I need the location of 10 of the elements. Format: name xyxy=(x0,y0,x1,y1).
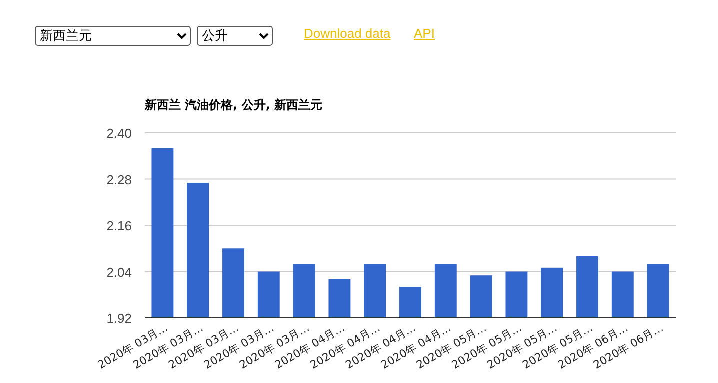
text: API xyxy=(414,26,435,41)
text: Download data xyxy=(304,26,391,41)
text: 公升 xyxy=(197,26,273,46)
y-tick-label: 2.04 xyxy=(106,264,132,280)
chart-title: 新西兰 汽油价格, 公升, 新西兰元 xyxy=(144,98,323,112)
y-tick-label: 2.16 xyxy=(106,218,132,234)
y-tick-label: 2.28 xyxy=(106,172,132,188)
text: 新西兰元 xyxy=(35,26,191,46)
y-tick-label: 2.40 xyxy=(106,126,132,141)
y-tick-label: 1.92 xyxy=(106,311,132,326)
